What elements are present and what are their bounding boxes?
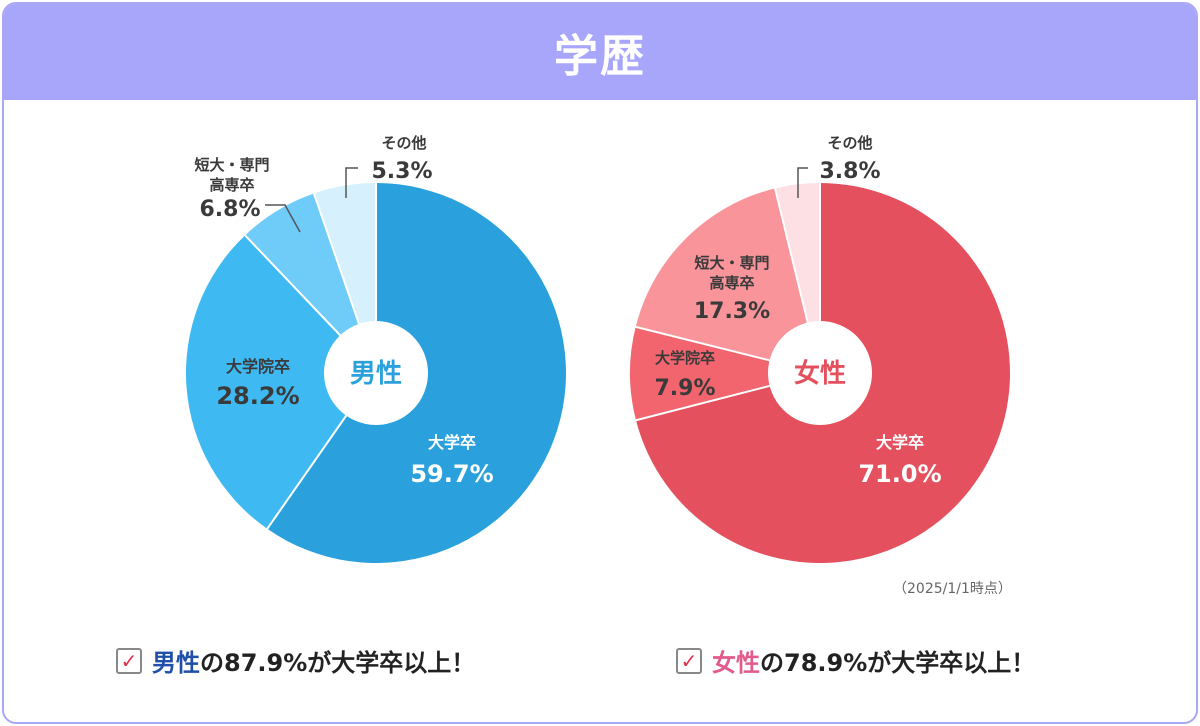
- male-slice-label: 大学卒: [428, 433, 476, 452]
- male-slice-2: [185, 235, 376, 529]
- header-bar: 学歴: [4, 4, 1196, 100]
- male-slice-label-line2: 高専卒: [209, 176, 254, 194]
- male-summary-subject: 男性: [152, 649, 200, 677]
- female-slice-value: 7.9%: [654, 376, 715, 401]
- male-slice-value: 5.3%: [371, 159, 432, 184]
- female-center-circle: [768, 321, 872, 425]
- female-summary-subject: 女性: [712, 649, 760, 677]
- female-slice-3: [635, 188, 820, 373]
- male-slice-label: その他: [381, 134, 426, 152]
- female-pie-chart: [630, 183, 1011, 563]
- male-slice-label: 大学院卒: [226, 357, 290, 376]
- page-title: 学歴: [554, 31, 646, 82]
- male-slice-3: [245, 193, 376, 373]
- male-slice-value: 28.2%: [216, 382, 299, 410]
- date-note: （2025/1/1時点）: [893, 581, 1012, 597]
- male-slice-value: 59.7%: [410, 460, 493, 488]
- leader-line: [797, 167, 808, 198]
- female-slice-label: 大学院卒: [655, 349, 715, 367]
- female-summary: ✓ 女性 の78.9%が大学卒以上！: [676, 643, 1035, 678]
- male-center-label: 男性: [350, 359, 402, 389]
- leader-line: [265, 204, 301, 233]
- checkbox-icon: ✓: [116, 647, 142, 674]
- male-center-circle: [324, 321, 428, 425]
- male-summary: ✓ 男性 の87.9%が大学卒以上！: [116, 643, 475, 678]
- female-summary-text: の78.9%が大学卒以上！: [760, 649, 1036, 677]
- leader-line: [345, 167, 358, 198]
- female-slice-2: [630, 326, 820, 421]
- male-pie-chart: [185, 183, 566, 563]
- female-slice-value: 17.3%: [694, 299, 770, 324]
- female-slice-label-line1: 短大・専門: [694, 254, 769, 272]
- female-slice-label-line2: 高専卒: [709, 274, 754, 292]
- male-summary-text: の87.9%が大学卒以上！: [200, 649, 476, 677]
- female-slice-value: 3.8%: [819, 159, 880, 184]
- male-slice-label-line1: 短大・専門: [194, 156, 269, 174]
- male-slice-value: 6.8%: [199, 197, 260, 222]
- female-center-label: 女性: [794, 358, 846, 389]
- checkbox-icon: ✓: [676, 647, 702, 674]
- female-slice-label: 大学卒: [876, 433, 924, 452]
- female-slice-value: 71.0%: [858, 460, 941, 488]
- female-slice-label: その他: [827, 134, 872, 152]
